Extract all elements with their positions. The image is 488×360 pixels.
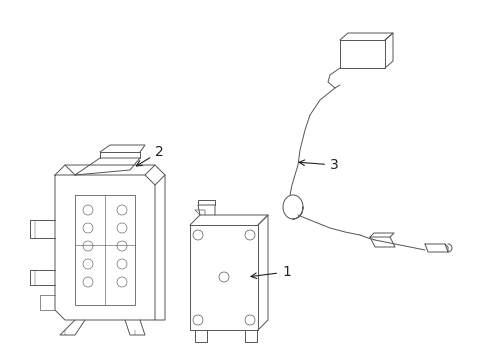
Text: 2: 2	[136, 145, 163, 166]
Text: 3: 3	[298, 158, 338, 172]
Text: 1: 1	[250, 265, 290, 279]
